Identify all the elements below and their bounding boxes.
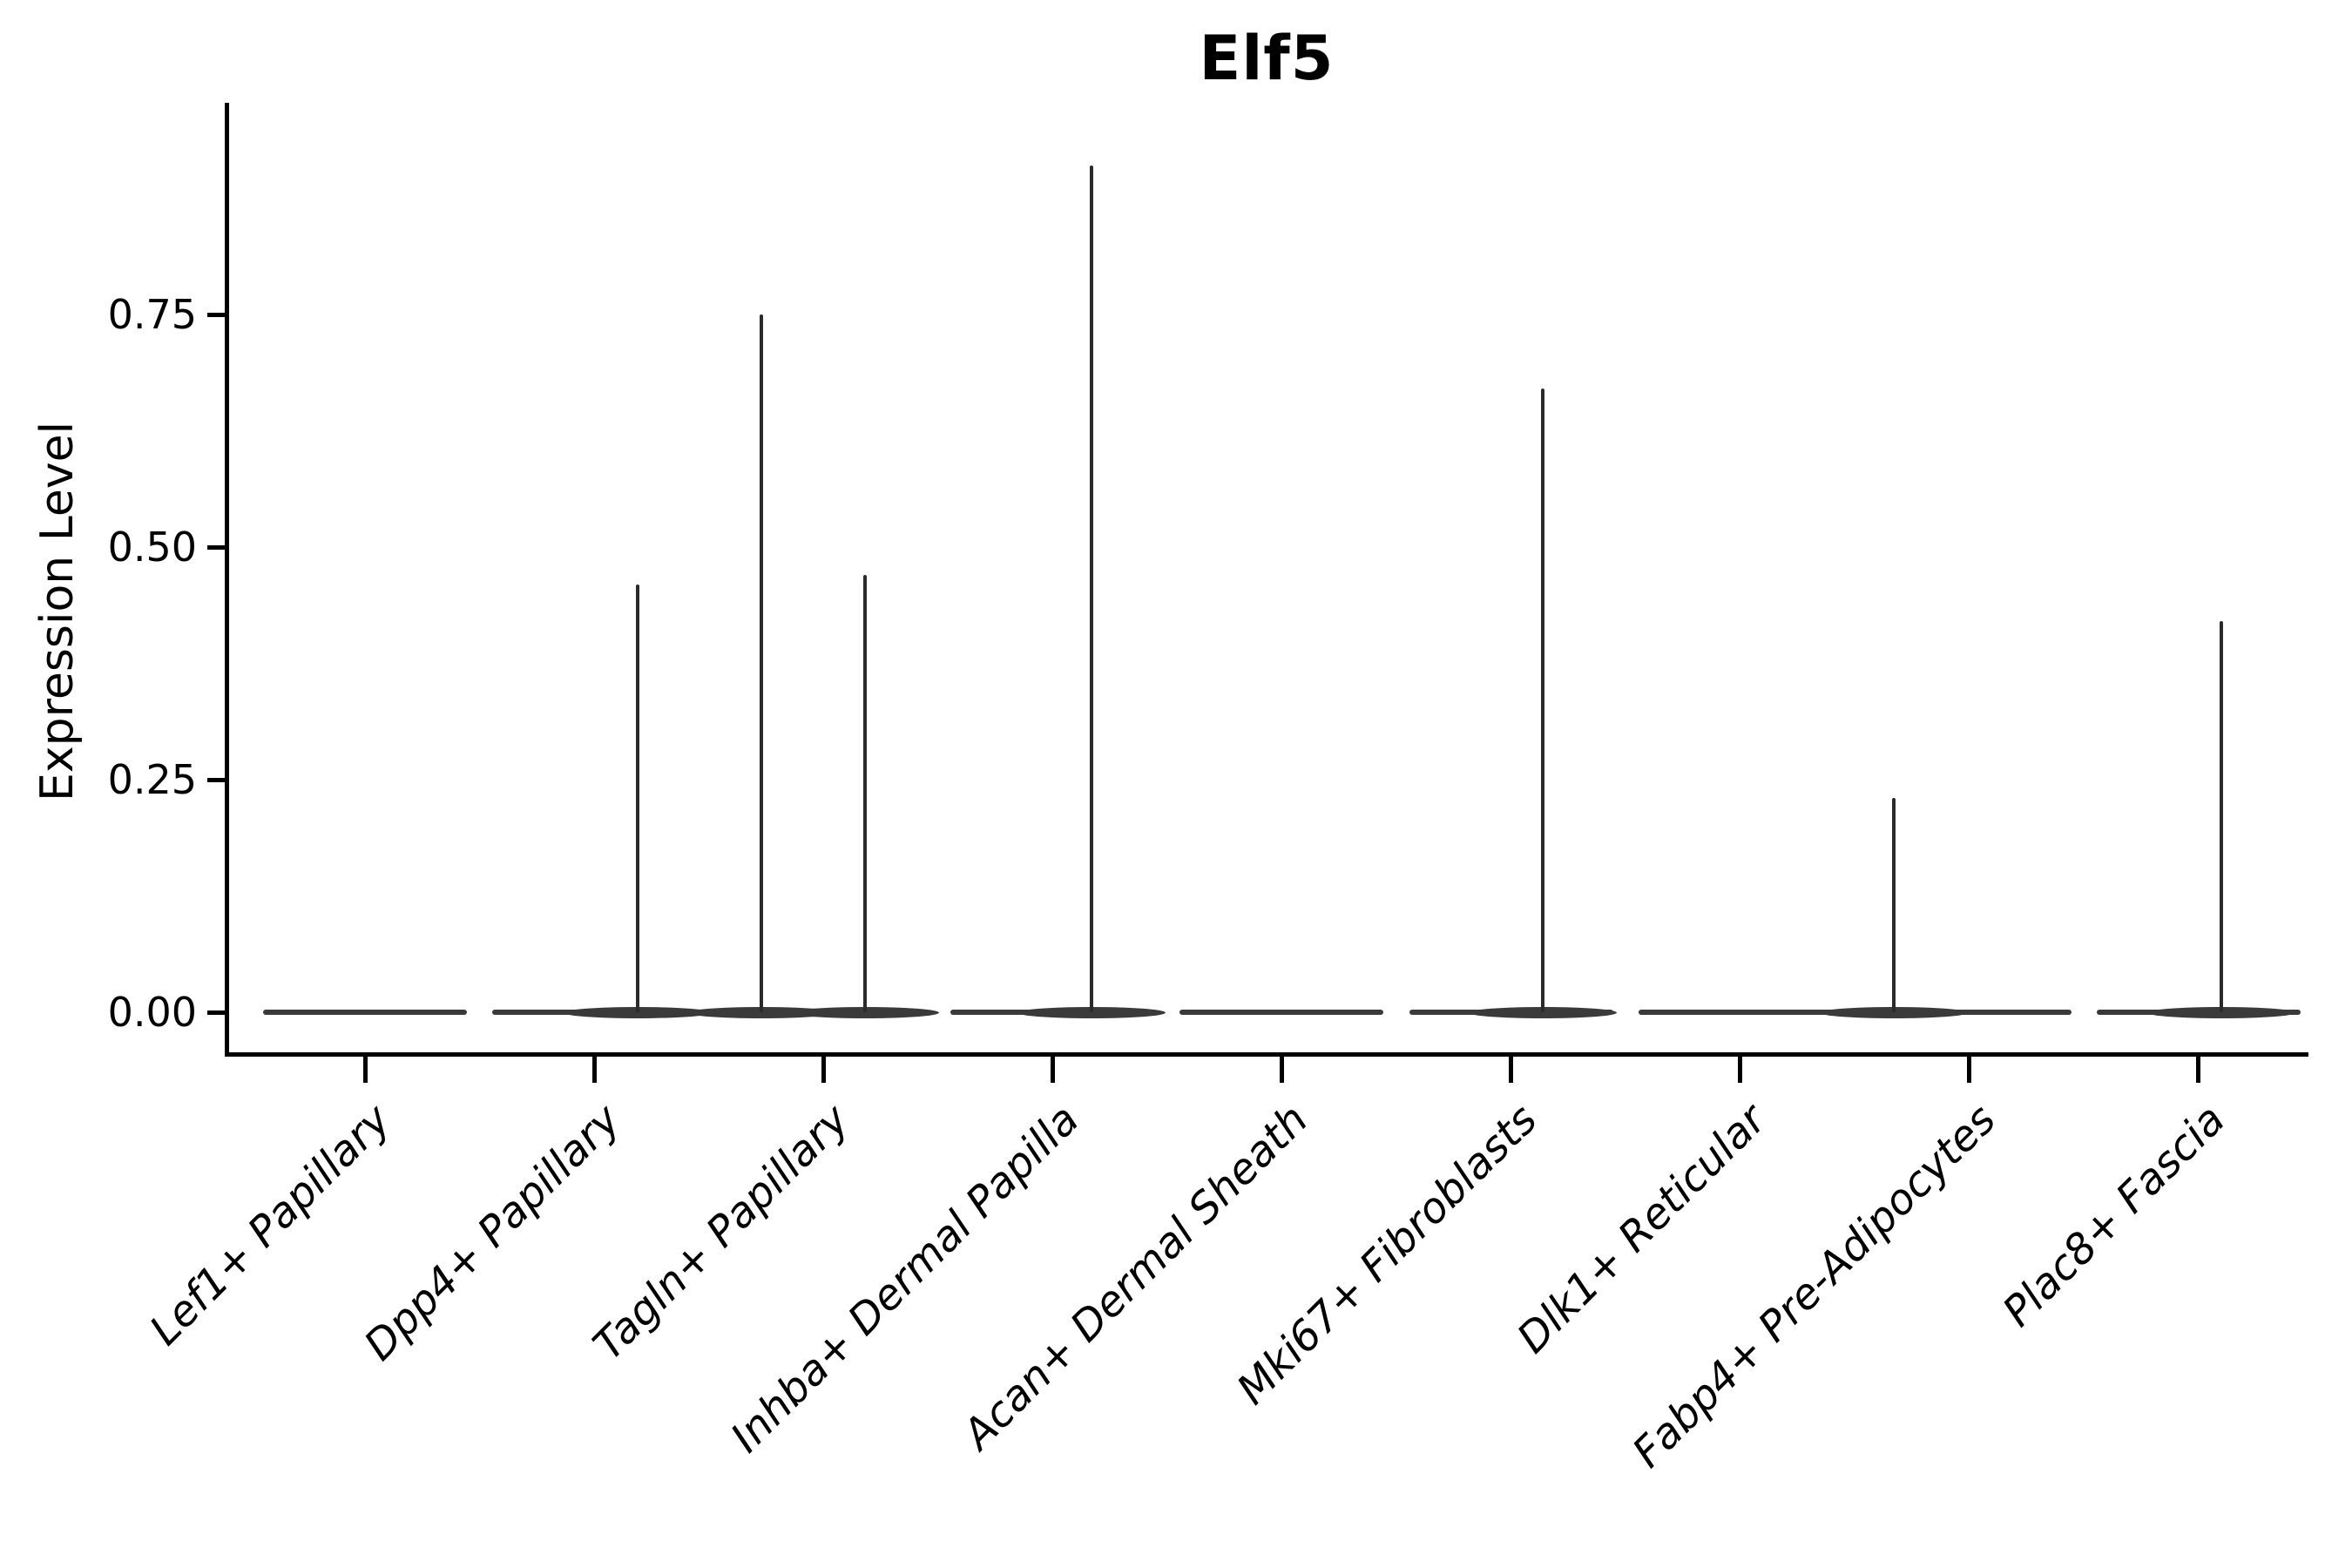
x-tick-label: Plac8+ Fascia	[1992, 1095, 2234, 1336]
y-tick	[207, 312, 225, 317]
violin-baseline	[492, 1010, 697, 1015]
x-tick	[1738, 1057, 1743, 1083]
y-tick-label: 0.00	[107, 989, 197, 1036]
violin-baseline	[721, 1010, 926, 1015]
y-axis-title: Expression Level	[31, 421, 84, 802]
violin-baseline	[1409, 1010, 1613, 1015]
x-tick	[2196, 1057, 2201, 1083]
y-axis-line	[225, 103, 229, 1057]
expression-spike	[1090, 166, 1094, 1012]
expression-spike	[862, 575, 867, 1012]
x-tick-label: Dpp4+ Papillary	[355, 1095, 630, 1370]
y-tick-label: 0.25	[107, 756, 197, 803]
expression-spike	[1541, 389, 1545, 1012]
x-tick	[591, 1057, 597, 1083]
x-tick	[1509, 1057, 1513, 1083]
x-axis-line	[225, 1052, 2308, 1057]
violin-baseline	[1179, 1010, 1384, 1015]
violin-baseline	[1867, 1010, 2072, 1015]
x-tick	[1967, 1057, 1972, 1083]
x-tick	[1279, 1057, 1284, 1083]
violin-baseline	[950, 1010, 1155, 1015]
y-tick-label: 0.50	[107, 524, 197, 571]
chart-title: Elf5	[1199, 23, 1335, 94]
x-tick	[1050, 1057, 1055, 1083]
expression-spike	[2220, 621, 2224, 1012]
expression-spike	[760, 314, 764, 1012]
x-tick-label: Tagln+ Papillary	[584, 1095, 859, 1370]
y-tick	[207, 544, 225, 550]
y-tick	[207, 777, 225, 782]
x-tick-label: Lef1+ Papillary	[140, 1095, 401, 1355]
x-tick-label: Dlk1+ Reticular	[1508, 1095, 1776, 1363]
violin-baseline	[1638, 1010, 1842, 1015]
x-tick	[362, 1057, 368, 1083]
y-tick	[207, 1010, 225, 1015]
x-tick	[821, 1057, 826, 1083]
expression-spike	[636, 584, 640, 1012]
violin-baseline	[2096, 1010, 2301, 1015]
violin-baseline	[263, 1010, 467, 1015]
y-tick-label: 0.75	[107, 291, 197, 338]
expression-spike	[1891, 798, 1896, 1012]
